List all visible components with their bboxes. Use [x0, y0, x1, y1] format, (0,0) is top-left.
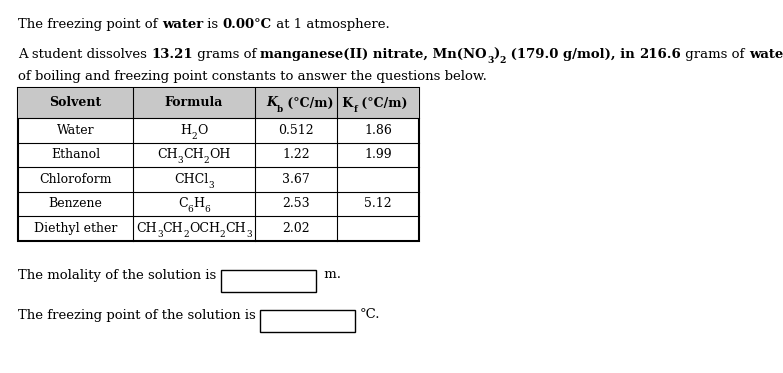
Text: 6: 6 [188, 205, 193, 214]
Text: Benzene: Benzene [49, 197, 103, 210]
Text: grams of: grams of [681, 48, 749, 61]
Text: CHCl: CHCl [174, 173, 208, 186]
Text: is: is [203, 18, 222, 31]
Text: O: O [197, 124, 207, 137]
Text: 3: 3 [208, 181, 214, 190]
Text: Solvent: Solvent [49, 97, 102, 110]
Text: 2: 2 [500, 56, 506, 65]
Bar [221, 270, 316, 292]
Text: 6: 6 [204, 205, 210, 214]
Text: water: water [162, 18, 203, 31]
Text: Diethyl ether: Diethyl ether [34, 222, 117, 235]
Text: of boiling and freezing point constants to answer the questions below.: of boiling and freezing point constants … [18, 70, 487, 83]
Text: 2: 2 [192, 132, 197, 141]
Text: at 1 atmosphere.: at 1 atmosphere. [272, 18, 389, 31]
Text: m.: m. [320, 269, 341, 282]
Text: ): ) [493, 48, 500, 61]
Text: CH: CH [163, 222, 183, 235]
Text: (179.0 g/mol), in: (179.0 g/mol), in [506, 48, 640, 61]
Text: A student dissolves: A student dissolves [18, 48, 151, 61]
Text: (°C/m)  K: (°C/m) K [283, 97, 353, 110]
Text: C: C [178, 197, 188, 210]
Text: 5.12: 5.12 [364, 197, 392, 210]
Text: CH: CH [183, 148, 204, 161]
Text: °C.: °C. [360, 308, 381, 322]
Text: f: f [353, 106, 357, 115]
Text: grams of: grams of [193, 48, 261, 61]
Text: 2.53: 2.53 [282, 197, 310, 210]
Text: H: H [181, 124, 192, 137]
Text: OH: OH [210, 148, 231, 161]
Text: Water: Water [56, 124, 94, 137]
Text: water: water [749, 48, 783, 61]
Bar [18, 88, 419, 241]
Text: 3: 3 [178, 156, 183, 165]
Text: 2: 2 [183, 230, 189, 239]
Bar [18, 88, 419, 118]
Text: 2: 2 [220, 230, 226, 239]
Text: CH: CH [226, 222, 246, 235]
Text: (°C/m): (°C/m) [357, 97, 408, 110]
Text: 2.02: 2.02 [282, 222, 310, 235]
Text: 13.21: 13.21 [151, 48, 193, 61]
Text: 0.00°C: 0.00°C [222, 18, 272, 31]
Bar [260, 310, 355, 332]
Text: 216.6: 216.6 [640, 48, 681, 61]
Text: 1.99: 1.99 [364, 148, 392, 161]
Text: 3: 3 [246, 230, 251, 239]
Text: 3.67: 3.67 [282, 173, 310, 186]
Text: 1.22: 1.22 [282, 148, 310, 161]
Text: The molality of the solution is: The molality of the solution is [18, 269, 221, 282]
Text: Chloroform: Chloroform [39, 173, 112, 186]
Text: CH: CH [157, 148, 178, 161]
Text: OCH: OCH [189, 222, 220, 235]
Text: H: H [193, 197, 204, 210]
Text: b: b [277, 106, 283, 115]
Text: 3: 3 [157, 230, 163, 239]
Text: manganese(II) nitrate, Mn(NO: manganese(II) nitrate, Mn(NO [261, 48, 487, 61]
Text: CH: CH [136, 222, 157, 235]
Text: Ethanol: Ethanol [51, 148, 100, 161]
Text: K: K [266, 97, 277, 110]
Text: 1.86: 1.86 [364, 124, 392, 137]
Text: The freezing point of: The freezing point of [18, 18, 162, 31]
Text: Formula: Formula [164, 97, 223, 110]
Text: 3: 3 [487, 56, 493, 65]
Text: 2: 2 [204, 156, 210, 165]
Text: 0.512: 0.512 [278, 124, 314, 137]
Text: The freezing point of the solution is: The freezing point of the solution is [18, 308, 260, 322]
